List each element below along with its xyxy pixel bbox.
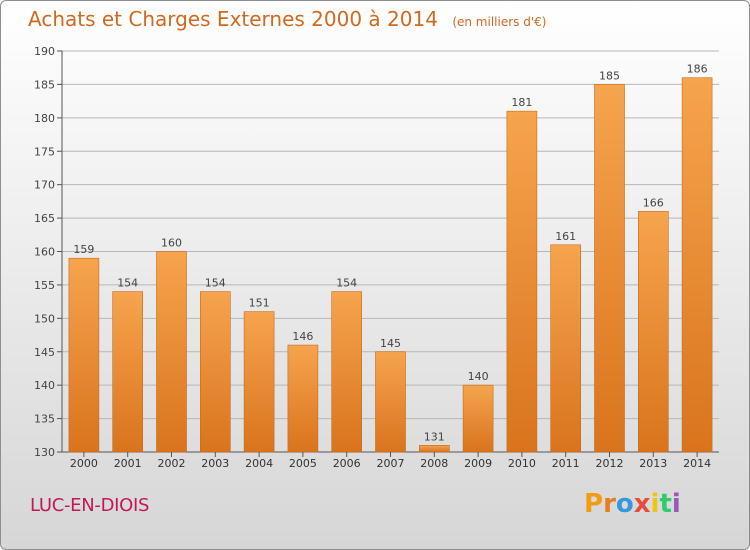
bar-value-label: 151	[249, 297, 270, 310]
y-tick-label: 185	[34, 78, 55, 91]
bar-value-label: 154	[117, 277, 138, 290]
bar-value-label: 154	[205, 277, 226, 290]
bar-value-label: 159	[73, 243, 94, 256]
chart-title-text: Achats et Charges Externes 2000 à 2014	[28, 7, 438, 31]
x-tick-label: 2012	[596, 457, 624, 470]
bar	[243, 311, 275, 453]
bar	[462, 384, 494, 453]
chart-unit-label: (en milliers d'€)	[452, 15, 547, 29]
bar-value-label: 160	[161, 237, 182, 250]
y-tick-label: 150	[34, 312, 55, 325]
logo-letter: P	[584, 489, 604, 519]
bar-value-label: 154	[336, 277, 357, 290]
bar	[112, 291, 143, 453]
y-tick-label: 135	[34, 413, 55, 426]
y-tick-label: 175	[34, 145, 55, 158]
y-tick-label: 145	[34, 346, 55, 359]
y-tick-label: 160	[34, 246, 55, 259]
town-name: LUC-EN-DIOIS	[30, 495, 150, 516]
logo-letter: i	[650, 489, 660, 519]
y-tick-label: 190	[34, 45, 55, 58]
bar-value-label: 140	[468, 370, 489, 383]
bar-value-label: 146	[292, 330, 313, 343]
y-tick-label: 130	[34, 446, 55, 459]
x-tick-label: 2014	[683, 457, 711, 470]
logo-letter: x	[633, 489, 651, 519]
x-tick-label: 2010	[508, 457, 536, 470]
bar	[550, 244, 582, 453]
bar	[156, 251, 187, 453]
x-tick-label: 2002	[158, 457, 186, 470]
bar	[68, 257, 100, 453]
bar-value-label: 161	[555, 230, 576, 243]
logo-letter: i	[671, 489, 681, 519]
y-tick-label: 170	[34, 179, 55, 192]
logo-letter: t	[659, 489, 672, 519]
proxiti-logo: Proxiti	[584, 489, 681, 519]
logo-letter: r	[603, 489, 616, 519]
bar	[594, 84, 625, 453]
bar-value-label: 181	[511, 96, 532, 109]
chart-title: Achats et Charges Externes 2000 à 2014 (…	[28, 7, 546, 31]
bar-value-label: 145	[380, 337, 401, 350]
y-tick-label: 180	[34, 112, 55, 125]
bar	[331, 291, 363, 453]
bar	[375, 351, 406, 453]
logo-letter: o	[615, 489, 634, 519]
bar	[200, 291, 231, 453]
bar	[418, 445, 450, 453]
bar-value-label: 186	[687, 63, 708, 76]
x-tick-label: 2004	[245, 457, 273, 470]
bar	[681, 77, 713, 453]
bar	[506, 110, 538, 453]
x-tick-label: 2006	[333, 457, 361, 470]
x-tick-label: 2008	[420, 457, 448, 470]
bar-value-label: 131	[424, 430, 445, 443]
x-tick-label: 2003	[201, 457, 229, 470]
x-tick-label: 2005	[289, 457, 317, 470]
x-tick-label: 2007	[377, 457, 405, 470]
x-tick-label: 2009	[464, 457, 492, 470]
y-tick-label: 155	[34, 279, 55, 292]
bar-value-label: 185	[599, 69, 620, 82]
bar-value-label: 166	[643, 196, 664, 209]
y-tick-label: 165	[34, 212, 55, 225]
x-tick-label: 2001	[114, 457, 142, 470]
bar	[637, 211, 669, 453]
bar	[287, 344, 319, 453]
y-tick-label: 140	[34, 379, 55, 392]
x-tick-label: 2011	[552, 457, 580, 470]
x-tick-label: 2013	[639, 457, 667, 470]
x-tick-label: 2000	[70, 457, 98, 470]
